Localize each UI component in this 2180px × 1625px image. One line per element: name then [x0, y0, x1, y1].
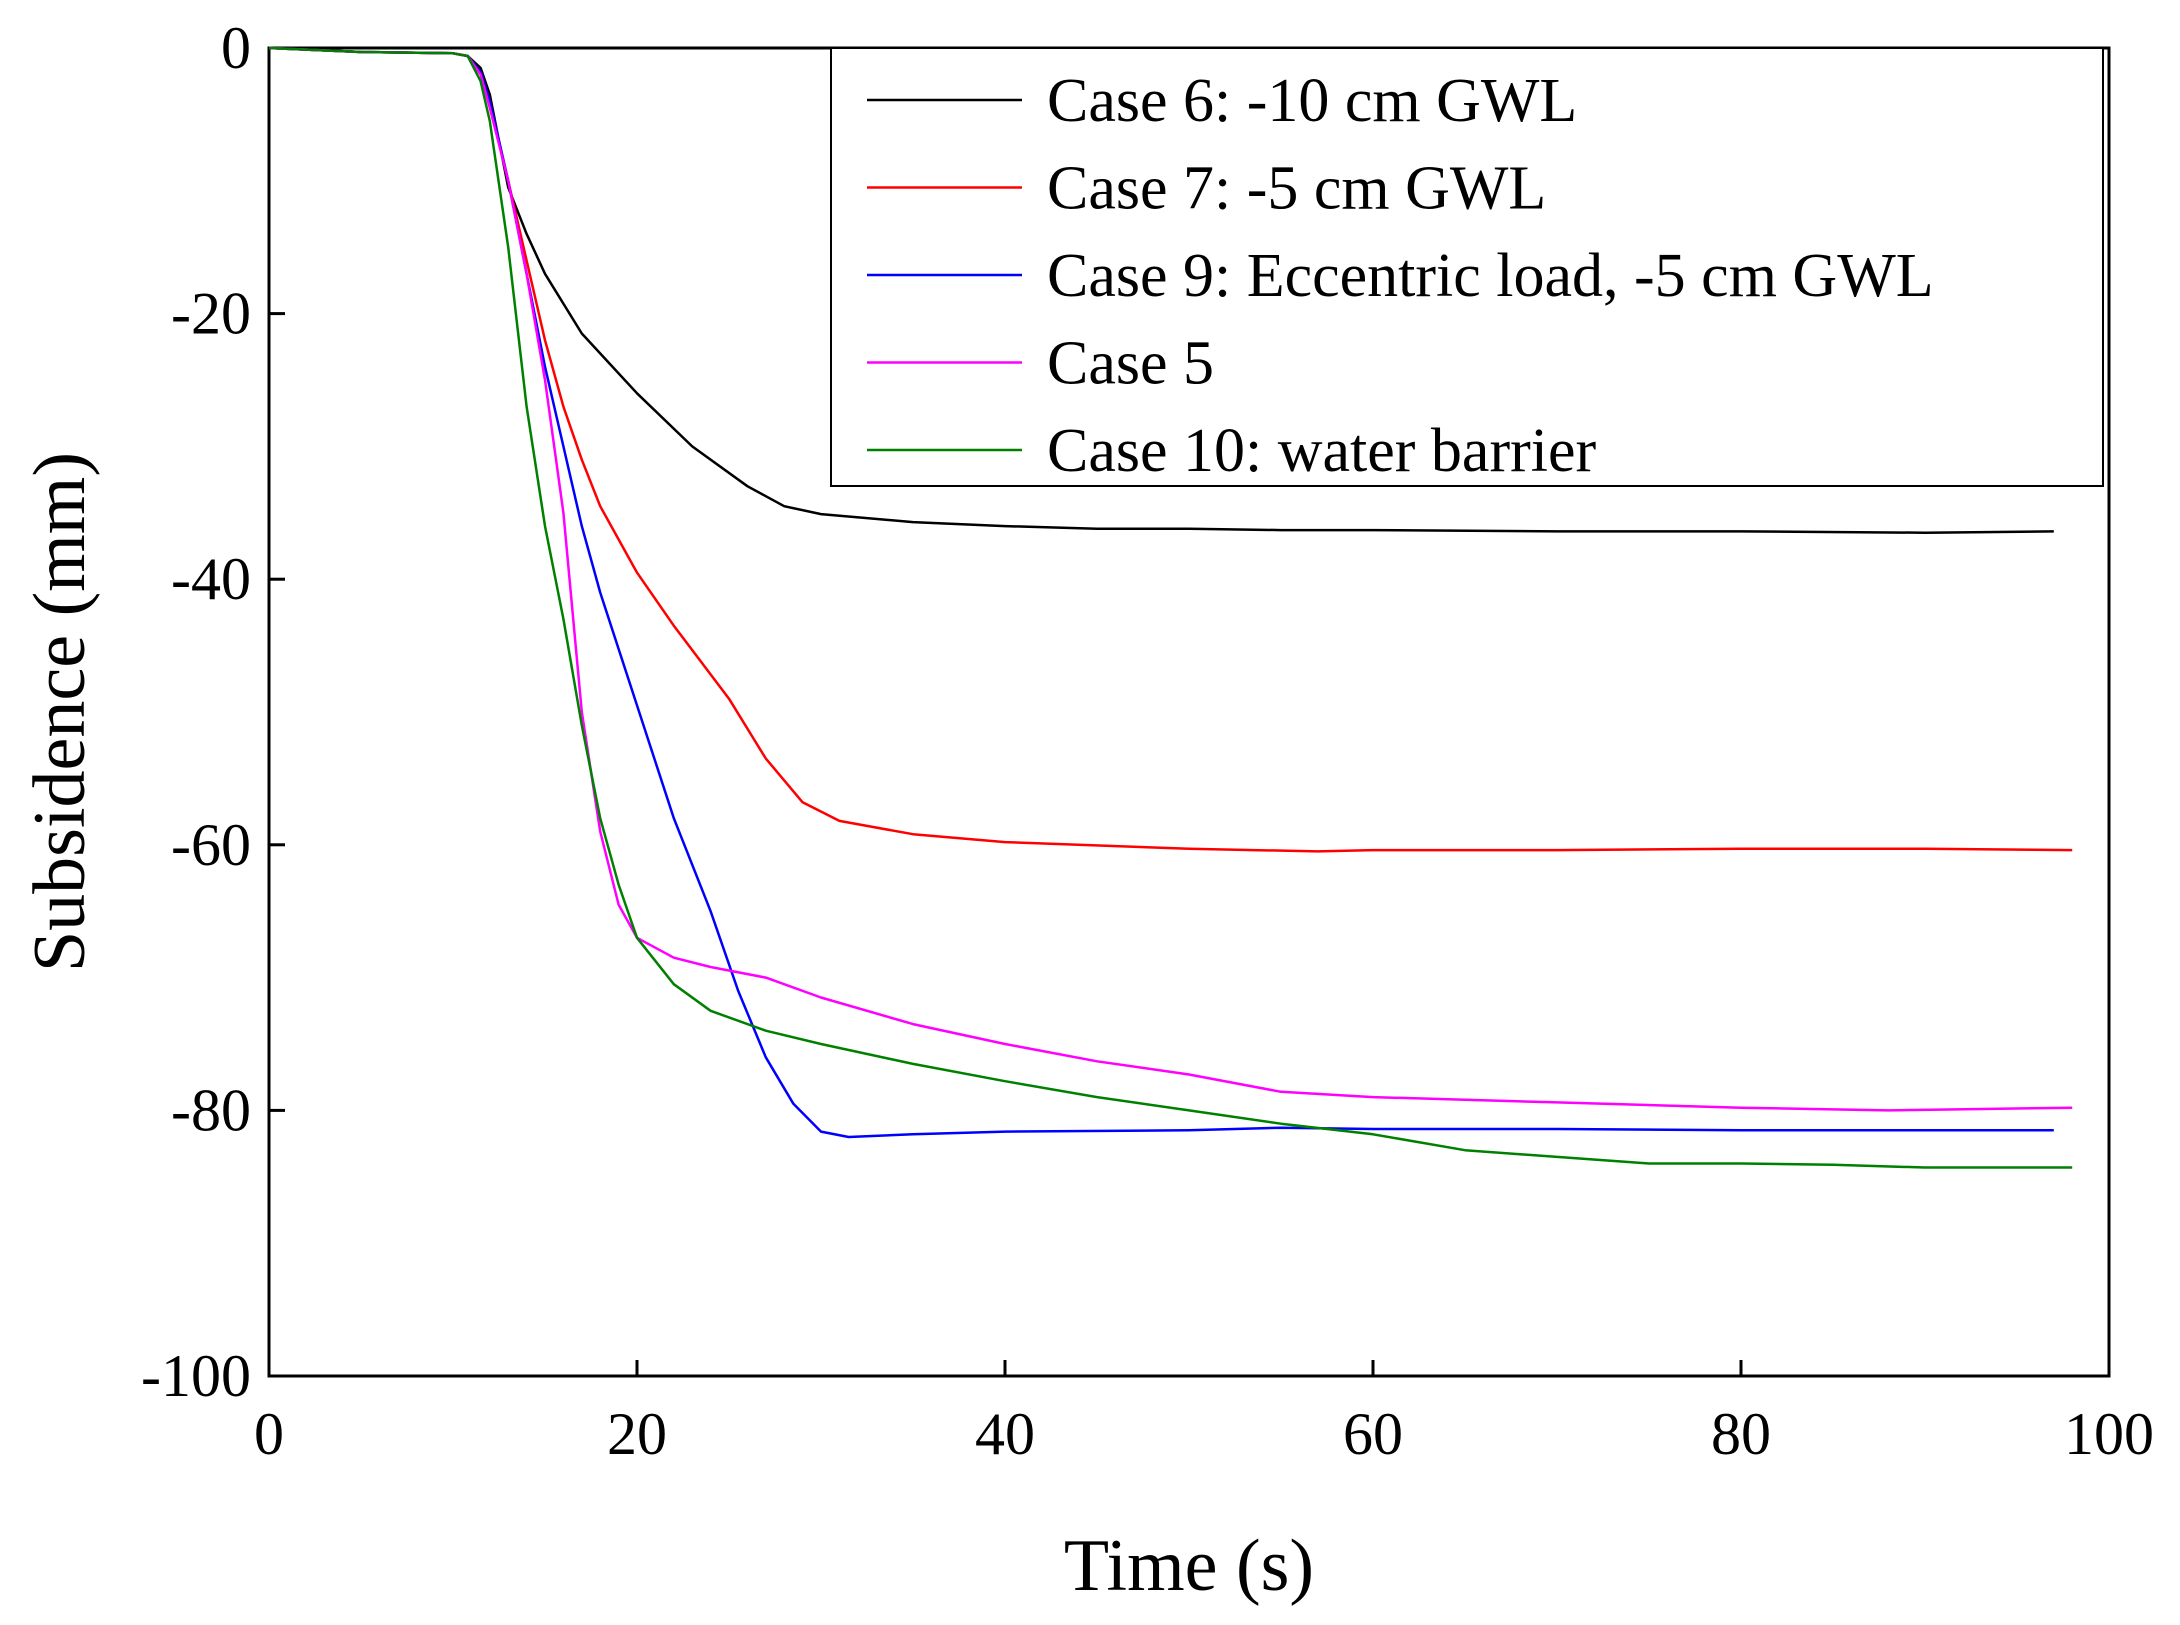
x-tick-label: 60	[1343, 1401, 1403, 1467]
legend-label-1: Case 6: -10 cm GWL	[1047, 67, 1577, 135]
legend: Case 6: -10 cm GWL Case 7: -5 cm GWL Case …	[830, 47, 2104, 487]
legend-label-5: Case 10: water barrier	[1047, 417, 1596, 485]
x-tick-label: 80	[1711, 1401, 1771, 1467]
series-line-5	[268, 46, 2073, 1169]
y-tick-label: 0	[221, 15, 251, 81]
x-axis-ticks: 0 20 40 60 80 100	[254, 1360, 2154, 1467]
legend-label-4: Case 5	[1047, 330, 1214, 398]
x-tick-label: 40	[975, 1401, 1035, 1467]
legend-box	[830, 47, 2104, 487]
y-tick-label: -20	[171, 281, 251, 347]
y-tick-label: -80	[171, 1077, 251, 1143]
x-tick-label: 100	[2064, 1401, 2154, 1467]
x-tick-label: 0	[254, 1401, 284, 1467]
x-axis-title: Time (s)	[1064, 1525, 1314, 1607]
y-axis-ticks: 0 -20 -40 -60 -80 -100	[141, 15, 285, 1409]
series-line-4	[268, 46, 2073, 1112]
y-tick-label: -60	[171, 812, 251, 878]
x-tick-label: 20	[607, 1401, 667, 1467]
legend-label-3: Case 9: Eccentric load, -5 cm GWL	[1047, 242, 1934, 310]
y-tick-label: -100	[141, 1343, 251, 1409]
legend-label-2: Case 7: -5 cm GWL	[1047, 155, 1546, 223]
series-group	[268, 46, 2073, 1169]
y-tick-label: -40	[171, 546, 251, 612]
series-line-1	[268, 46, 2054, 534]
y-axis-title: Subsidence (mm)	[19, 452, 101, 972]
